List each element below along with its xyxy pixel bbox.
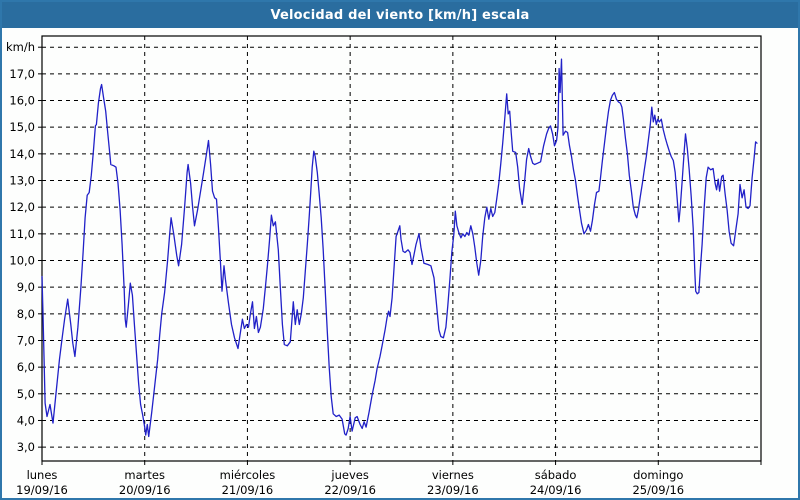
chart-area: 3,0 4,0 5,0 6,0 7,0 8,0 9,0 10,0 11,0 12,0 13,0 14,… bbox=[2, 28, 798, 498]
y-axis-tick-label: 11,0 bbox=[9, 227, 35, 241]
x-axis-day-label: sábado bbox=[535, 468, 577, 482]
wind-speed-series-line bbox=[41, 58, 758, 438]
y-axis-tick-label: 10,0 bbox=[9, 253, 35, 267]
chart-title: Velocidad del viento [km/h] escala bbox=[270, 7, 530, 23]
y-axis-tick-label: 15,0 bbox=[9, 120, 35, 134]
x-axis-date-label: 25/09/16 bbox=[632, 483, 684, 497]
x-axis-date-label: 23/09/16 bbox=[427, 483, 479, 497]
y-axis-tick-label: 16,0 bbox=[9, 94, 35, 108]
title-bar: Velocidad del viento [km/h] escala bbox=[2, 2, 798, 28]
y-axis-tick-label: 14,0 bbox=[9, 147, 35, 161]
wind-speed-line-chart: 3,0 4,0 5,0 6,0 7,0 8,0 9,0 10,0 11,0 12,0 13,0 14,… bbox=[6, 35, 762, 497]
x-axis-day-label: domingo bbox=[633, 468, 683, 482]
y-axis-tick-label: 4,0 bbox=[17, 413, 35, 427]
x-axis-date-label: 21/09/16 bbox=[222, 483, 274, 497]
x-axis-date-label: 19/09/16 bbox=[16, 483, 68, 497]
y-axis-unit-label: km/h bbox=[6, 40, 35, 54]
y-axis-tick-label: 5,0 bbox=[17, 387, 35, 401]
x-axis-date-label: 22/09/16 bbox=[324, 483, 376, 497]
y-axis-tick-label: 13,0 bbox=[9, 174, 35, 188]
x-axis-day-label: miércoles bbox=[220, 468, 276, 482]
y-axis-tick-label: 12,0 bbox=[9, 200, 35, 214]
y-axis-tick-label: 6,0 bbox=[17, 360, 35, 374]
y-axis-tick-label: 3,0 bbox=[17, 440, 35, 454]
x-axis-day-label: viernes bbox=[432, 468, 474, 482]
x-axis-date-label: 24/09/16 bbox=[530, 483, 582, 497]
y-axis-tick-label: 9,0 bbox=[17, 280, 35, 294]
plot-border bbox=[41, 35, 762, 462]
x-axis-day-label: jueves bbox=[330, 468, 368, 482]
y-axis-tick-label: 8,0 bbox=[17, 307, 35, 321]
x-axis-date-label: 20/09/16 bbox=[119, 483, 171, 497]
x-axis-day-label: martes bbox=[124, 468, 165, 482]
x-axis-day-label: lunes bbox=[27, 468, 58, 482]
y-axis-tick-label: 7,0 bbox=[17, 333, 35, 347]
y-axis-tick-label: 17,0 bbox=[9, 67, 35, 81]
